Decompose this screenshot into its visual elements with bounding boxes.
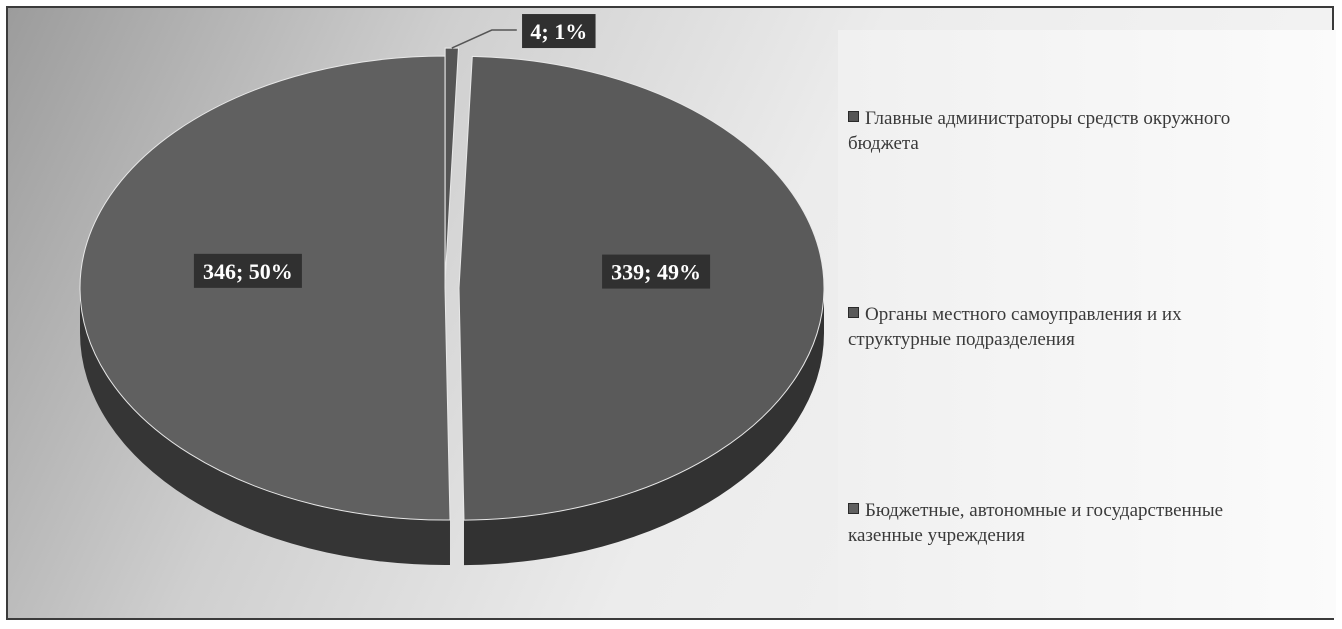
legend-swatch bbox=[848, 111, 859, 122]
data-label: 346; 50% bbox=[203, 259, 293, 284]
legend-label-line2: бюджета bbox=[848, 133, 919, 154]
pie-tops bbox=[79, 47, 825, 521]
legend-label-line2: структурные подразделения bbox=[848, 329, 1075, 350]
pie-slice bbox=[79, 55, 451, 521]
legend-label-line2: казенные учреждения bbox=[848, 525, 1025, 546]
data-label: 4; 1% bbox=[530, 19, 587, 44]
data-label: 339; 49% bbox=[611, 260, 701, 285]
legend-label-line1: Главные администраторы средств окружного bbox=[865, 108, 1231, 129]
pie-slice-side bbox=[80, 288, 450, 565]
pie-labels: 4; 1% 339; 49% 346; 50% bbox=[193, 14, 711, 289]
pie-slice bbox=[444, 47, 459, 281]
legend-swatch bbox=[848, 503, 859, 514]
legend-label-line1: Бюджетные, автономные и государственные bbox=[865, 500, 1224, 521]
legend-swatch bbox=[848, 307, 859, 318]
legend-item-budget-institutions: Бюджетные, автономные и государственные … bbox=[848, 498, 1333, 548]
data-label-box bbox=[522, 14, 596, 49]
data-label-box bbox=[193, 253, 302, 288]
legend-item-local-government: Органы местного самоуправления и их стру… bbox=[848, 302, 1333, 352]
legend-item-main-administrators: Главные администраторы средств окружного… bbox=[848, 106, 1333, 156]
legend-area bbox=[838, 30, 1336, 618]
leader-line bbox=[451, 29, 517, 49]
data-label-box bbox=[602, 254, 711, 289]
legend-label-line1: Органы местного самоуправления и их bbox=[865, 304, 1182, 325]
